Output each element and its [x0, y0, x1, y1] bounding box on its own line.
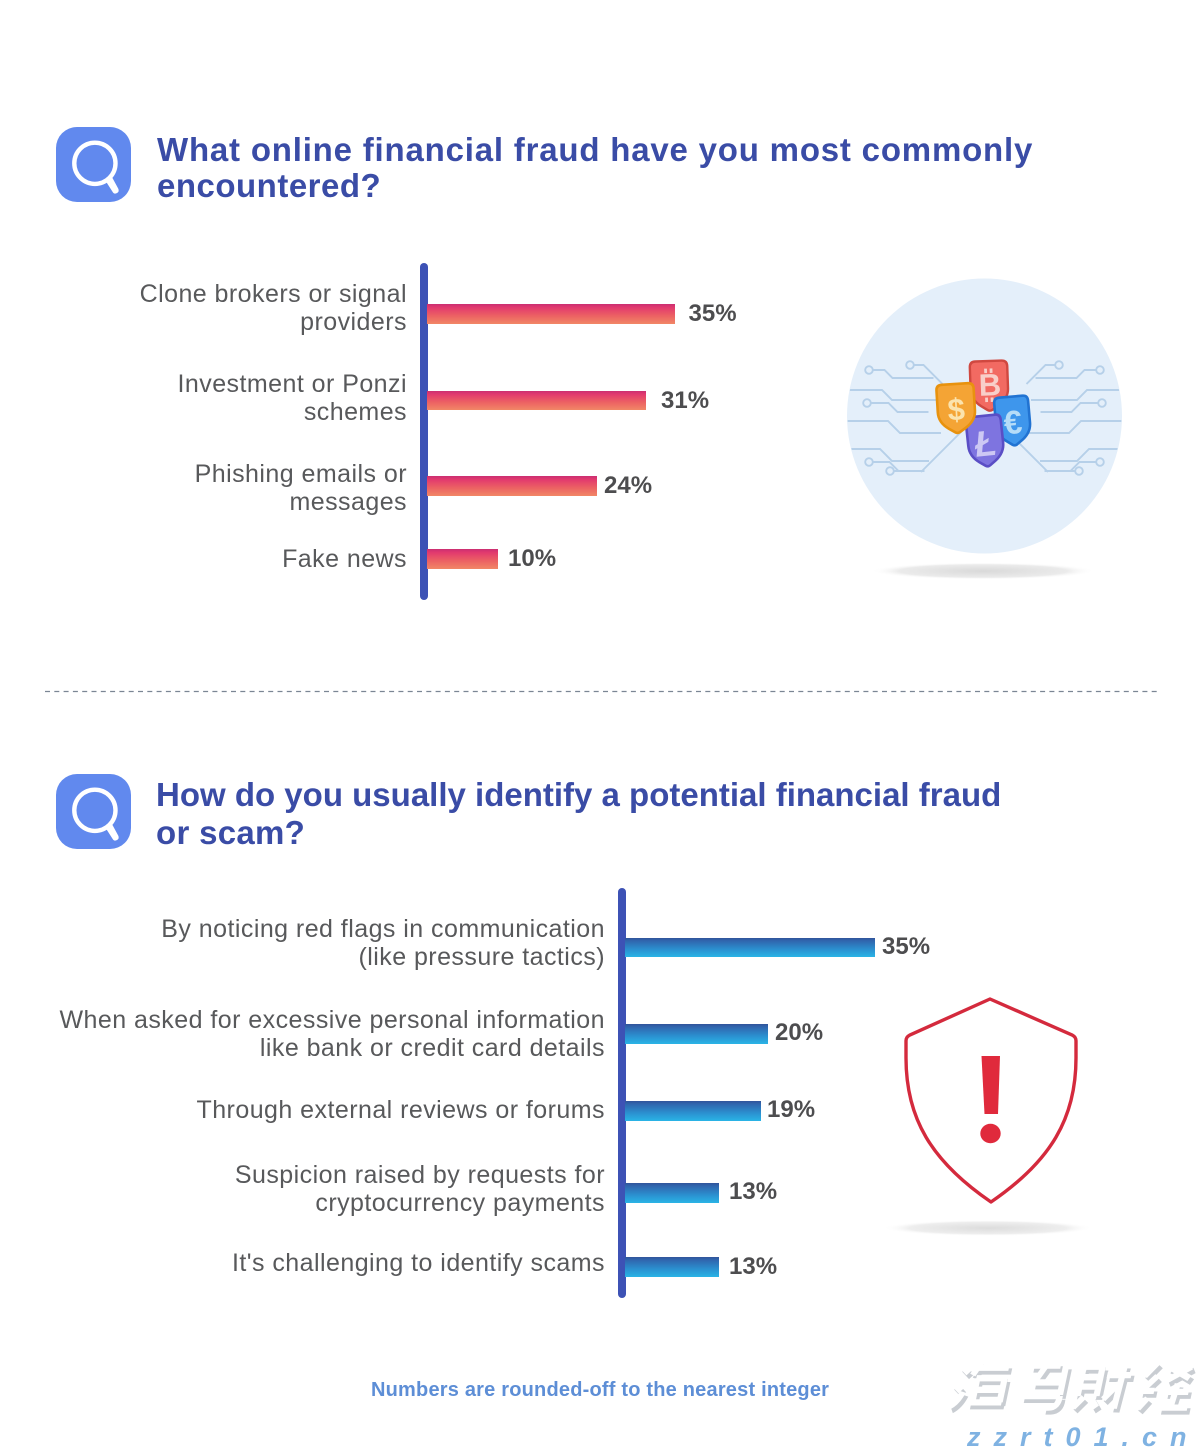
svg-text:€: €: [1002, 403, 1024, 441]
svg-text:Ł: Ł: [972, 422, 999, 465]
svg-text:$: $: [947, 392, 966, 428]
svg-text:B: B: [978, 367, 1002, 403]
